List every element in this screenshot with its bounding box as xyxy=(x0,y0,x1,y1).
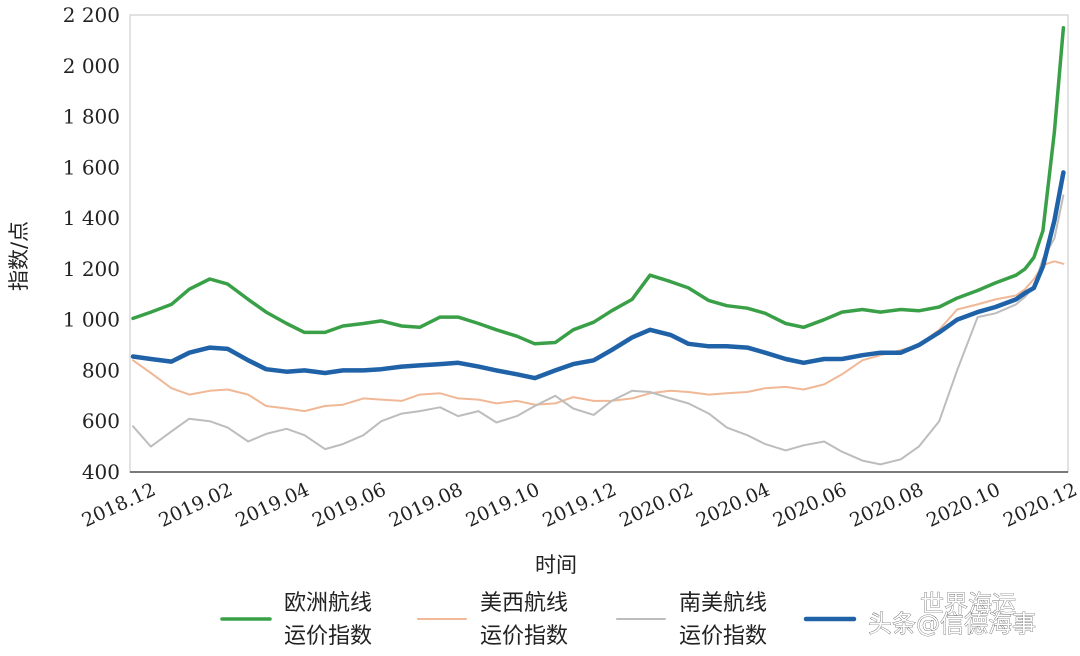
y-tick-label: 800 xyxy=(82,358,120,382)
x-tick-label: 2020.08 xyxy=(846,479,927,532)
x-tick-labels: 2018.122019.022019.042019.062019.082019.… xyxy=(79,479,1080,532)
watermark-line1: 世界海运 xyxy=(920,590,1016,618)
y-tick-label: 1 200 xyxy=(63,257,120,281)
x-tick-label: 2020.12 xyxy=(1000,479,1080,532)
x-axis-title: 时间 xyxy=(535,553,577,577)
x-tick-label: 2019.08 xyxy=(386,479,467,532)
y-tick-label: 2 000 xyxy=(63,54,120,78)
legend-label: 美西航线 xyxy=(480,591,568,616)
y-tick-labels: 400 600 800 1 000 1 200 1 400 1 600 1 800 2 000 2… xyxy=(63,3,120,484)
x-tick-label: 2019.04 xyxy=(232,479,313,532)
y-tick-label: 400 xyxy=(82,460,120,484)
y-tick-label: 1 800 xyxy=(63,105,120,129)
x-tick-label: 2019.10 xyxy=(463,479,544,532)
y-tick-label: 1 600 xyxy=(63,155,120,179)
x-tick-label: 2018.12 xyxy=(79,479,160,532)
series-line-europe xyxy=(131,25,1066,346)
series-line-us-west xyxy=(132,260,1065,413)
legend-label: 欧洲航线 xyxy=(284,591,372,616)
series-line-south-america xyxy=(132,194,1065,466)
y-tick-label: 2 200 xyxy=(63,3,120,27)
x-tick-label: 2020.02 xyxy=(616,479,697,532)
watermark-line2: 头条@信德海事 xyxy=(868,610,1036,638)
x-tick-label: 2019.06 xyxy=(309,479,390,532)
y-tick-label: 600 xyxy=(82,409,120,433)
x-tick-label: 2020.06 xyxy=(770,479,851,532)
legend-label: 南美航线 xyxy=(679,591,767,616)
axes xyxy=(129,14,1069,473)
x-tick-label: 2019.02 xyxy=(155,479,236,532)
y-tick-label: 1 400 xyxy=(63,206,120,230)
series-lines xyxy=(130,25,1066,466)
x-tick-label: 2020.04 xyxy=(693,479,774,532)
legend-label: 运价指数 xyxy=(284,624,372,649)
x-tick-label: 2020.10 xyxy=(923,479,1004,532)
series-line-overall xyxy=(130,170,1066,381)
plot-frame xyxy=(129,14,1069,473)
legend-label: 运价指数 xyxy=(679,624,767,649)
legend-label: 运价指数 xyxy=(480,624,568,649)
x-tick-label: 2019.12 xyxy=(539,479,620,532)
y-tick-label: 1 000 xyxy=(63,308,120,332)
y-axis-title: 指数/点 xyxy=(7,221,31,291)
watermark: 世界海运 头条@信德海事 xyxy=(868,590,1037,639)
